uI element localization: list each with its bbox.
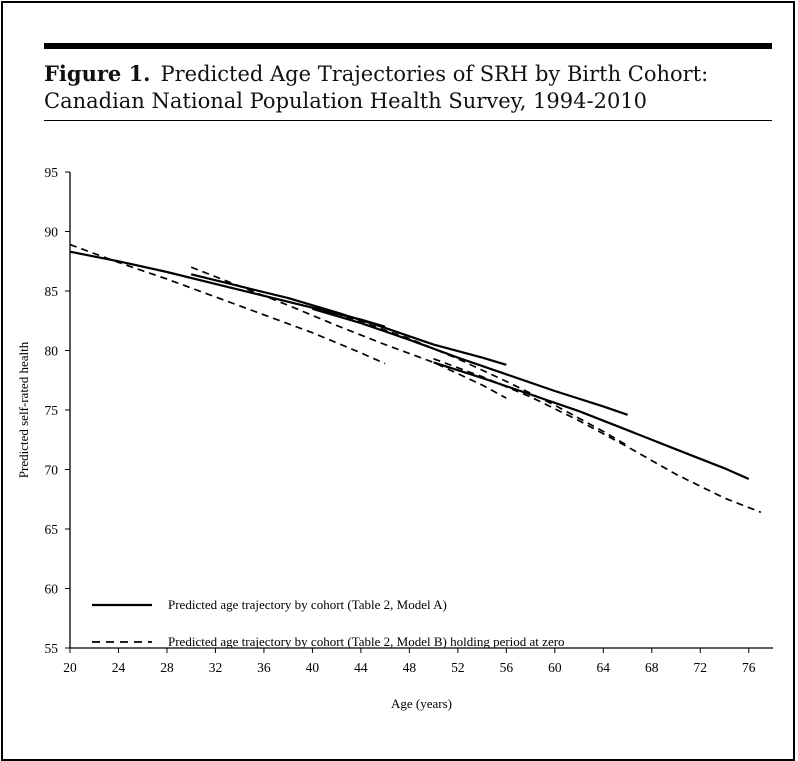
legend: Predicted age trajectory by cohort (Tabl… bbox=[92, 597, 565, 649]
y-tick-label: 90 bbox=[45, 225, 59, 240]
x-tick-label: 36 bbox=[257, 660, 271, 675]
figure-caption: Figure 1. Predicted Age Trajectories of S… bbox=[44, 60, 784, 115]
y-tick-label: 75 bbox=[45, 403, 59, 418]
x-tick-label: 48 bbox=[403, 660, 417, 675]
y-tick-label: 85 bbox=[45, 284, 59, 299]
x-tick-label: 44 bbox=[354, 660, 368, 675]
series-layer bbox=[69, 243, 762, 514]
top-rule bbox=[44, 43, 772, 49]
x-tick-label: 56 bbox=[500, 660, 514, 675]
y-tick-label: 95 bbox=[45, 165, 59, 180]
figure-label: Figure 1. bbox=[44, 61, 151, 86]
y-tick-label: 65 bbox=[45, 522, 59, 537]
x-axis-label: Age (years) bbox=[391, 696, 452, 711]
line-chart: 55 60 65 70 75 80 85 90 95 20 24 28 32 36 40 44 48 52 56 60… bbox=[16, 165, 773, 711]
y-tick-label: 80 bbox=[45, 344, 59, 359]
x-tick-label: 64 bbox=[597, 660, 611, 675]
y-axis-label: Predicted self-rated health bbox=[16, 341, 31, 478]
x-tick-label: 32 bbox=[209, 660, 223, 675]
x-tick-label: 52 bbox=[451, 660, 465, 675]
x-tick-label: 28 bbox=[160, 660, 174, 675]
dashed-series-line-1 bbox=[69, 243, 386, 365]
y-tick-label: 55 bbox=[45, 641, 59, 656]
legend-label: Predicted age trajectory by cohort (Tabl… bbox=[168, 634, 565, 649]
solid-series-line-3 bbox=[312, 307, 628, 416]
x-tick-label: 24 bbox=[112, 660, 126, 675]
x-tick-label: 60 bbox=[548, 660, 562, 675]
bottom-rule bbox=[44, 120, 772, 121]
figure-title: Predicted Age Trajectories of SRH by Bir… bbox=[44, 62, 709, 113]
x-tick-label: 20 bbox=[63, 660, 77, 675]
solid-series-line-2 bbox=[190, 273, 507, 366]
x-tick-label: 72 bbox=[694, 660, 708, 675]
axes: 55 60 65 70 75 80 85 90 95 20 24 28 32 36 40 44 48 52 56 60… bbox=[45, 165, 773, 675]
x-tick-label: 76 bbox=[742, 660, 756, 675]
legend-label: Predicted age trajectory by cohort (Tabl… bbox=[168, 597, 447, 612]
dashed-series-line-2 bbox=[190, 266, 507, 399]
dashed-series-line-3 bbox=[312, 304, 629, 447]
y-tick-label: 70 bbox=[45, 463, 59, 478]
x-tick-label: 40 bbox=[306, 660, 320, 675]
y-tick-label: 60 bbox=[45, 582, 59, 597]
dashed-series-line-4 bbox=[433, 358, 762, 514]
x-tick-label: 68 bbox=[645, 660, 659, 675]
solid-series-line-4 bbox=[433, 361, 750, 481]
